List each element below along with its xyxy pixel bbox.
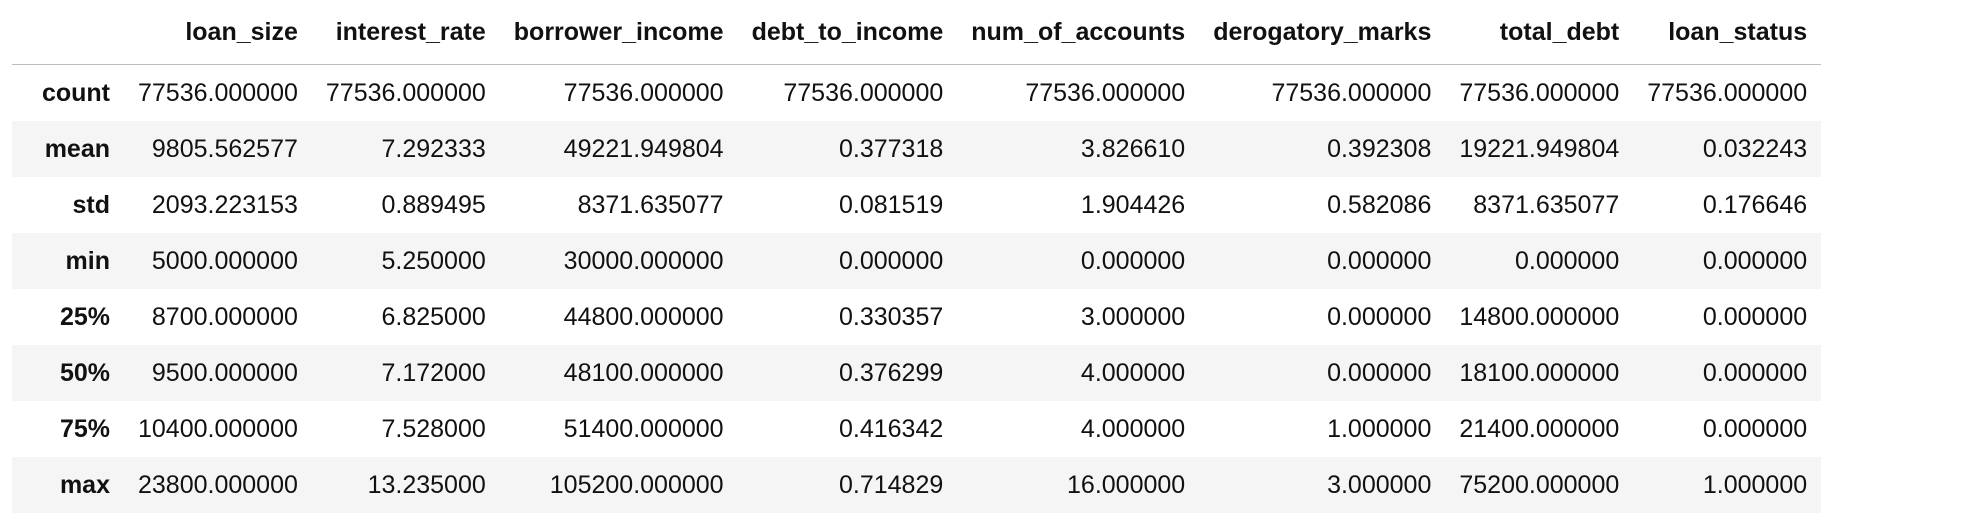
table-cell: 0.000000 [1327, 247, 1432, 275]
table-cell: 7.172000 [381, 359, 486, 387]
table-row: max 23800.000000 13.235000 105200.000000… [12, 457, 1822, 513]
table-cell: 51400.000000 [563, 415, 724, 443]
row-label: 75% [59, 415, 110, 443]
table-cell: 14800.000000 [1459, 303, 1620, 331]
table-cell: 77536.000000 [325, 79, 486, 107]
table-cell: 4.000000 [1080, 359, 1186, 387]
table-row: mean 9805.562577 7.292333 49221.949804 0… [12, 121, 1822, 177]
table-row: std 2093.223153 0.889495 8371.635077 0.0… [12, 177, 1822, 233]
column-header-num-of-accounts: num_of_accounts [957, 0, 1200, 65]
table-cell: 13.235000 [367, 471, 486, 499]
table-cell: 0.392308 [1327, 135, 1432, 163]
table-cell: 3.000000 [1080, 303, 1186, 331]
table-cell: 6.825000 [381, 303, 486, 331]
header-row: loan_size interest_rate borrower_income … [12, 0, 1822, 65]
table-cell: 9805.562577 [151, 135, 298, 163]
table-cell: 0.000000 [1702, 303, 1808, 331]
row-label: mean [44, 135, 110, 163]
table-cell: 7.528000 [381, 415, 486, 443]
table-cell: 0.376299 [838, 359, 944, 387]
table-cell: 0.377318 [838, 135, 944, 163]
table-cell: 1.000000 [1702, 471, 1808, 499]
table-cell: 77536.000000 [563, 79, 724, 107]
table-cell: 0.000000 [1702, 247, 1808, 275]
table-cell: 0.000000 [1702, 415, 1808, 443]
column-header-borrower-income: borrower_income [499, 0, 738, 65]
table-cell: 77536.000000 [783, 79, 944, 107]
table-cell: 0.714829 [838, 471, 944, 499]
table-cell: 0.000000 [1080, 247, 1186, 275]
table-cell: 0.889495 [381, 191, 486, 219]
table-cell: 16.000000 [1067, 471, 1186, 499]
table-cell: 0.081519 [838, 191, 944, 219]
table-cell: 0.000000 [1702, 359, 1808, 387]
table-cell: 0.000000 [1327, 303, 1432, 331]
table-row: 25% 8700.000000 6.825000 44800.000000 0.… [12, 289, 1822, 345]
row-label: min [65, 247, 110, 275]
table-cell: 48100.000000 [563, 359, 724, 387]
table-cell: 3.826610 [1080, 135, 1186, 163]
describe-table: loan_size interest_rate borrower_income … [12, 0, 1822, 513]
column-header-loan-status: loan_status [1633, 0, 1822, 65]
table-cell: 30000.000000 [563, 247, 724, 275]
table-cell: 23800.000000 [138, 471, 298, 499]
table-row: count 77536.000000 77536.000000 77536.00… [12, 64, 1822, 121]
table-cell: 8700.000000 [151, 303, 298, 331]
table-cell: 0.000000 [1514, 247, 1620, 275]
table-cell: 10400.000000 [138, 415, 298, 443]
row-label: std [72, 191, 111, 219]
table-row: 75% 10400.000000 7.528000 51400.000000 0… [12, 401, 1822, 457]
table-cell: 8371.635077 [577, 191, 724, 219]
table-row: min 5000.000000 5.250000 30000.000000 0.… [12, 233, 1822, 289]
row-label: 50% [59, 359, 110, 387]
column-header-total-debt: total_debt [1445, 0, 1634, 65]
table-cell: 105200.000000 [549, 471, 724, 499]
table-cell: 0.582086 [1327, 191, 1432, 219]
table-cell: 44800.000000 [563, 303, 724, 331]
table-row: 50% 9500.000000 7.172000 48100.000000 0.… [12, 345, 1822, 401]
table-cell: 75200.000000 [1459, 471, 1620, 499]
table-cell: 77536.000000 [1271, 79, 1432, 107]
table-cell: 1.000000 [1327, 415, 1432, 443]
table-cell: 3.000000 [1327, 471, 1432, 499]
row-label: count [41, 79, 110, 107]
table-cell: 19221.949804 [1459, 135, 1620, 163]
column-header-derogatory-marks: derogatory_marks [1199, 0, 1446, 65]
table-cell: 0.176646 [1702, 191, 1808, 219]
table-cell: 77536.000000 [1459, 79, 1620, 107]
table-cell: 0.000000 [1327, 359, 1432, 387]
table-cell: 49221.949804 [563, 135, 724, 163]
index-header [12, 0, 124, 65]
table-cell: 21400.000000 [1459, 415, 1620, 443]
table-cell: 18100.000000 [1459, 359, 1620, 387]
table-cell: 0.032243 [1702, 135, 1808, 163]
column-header-debt-to-income: debt_to_income [737, 0, 958, 65]
row-label: 25% [59, 303, 110, 331]
table-cell: 8371.635077 [1473, 191, 1620, 219]
table-cell: 77536.000000 [138, 79, 298, 107]
table-cell: 7.292333 [381, 135, 486, 163]
table-cell: 0.000000 [838, 247, 944, 275]
table-cell: 0.416342 [838, 415, 944, 443]
table-cell: 1.904426 [1080, 191, 1186, 219]
table-cell: 5000.000000 [151, 247, 298, 275]
column-header-loan-size: loan_size [124, 0, 312, 65]
table-cell: 9500.000000 [151, 359, 298, 387]
column-header-interest-rate: interest_rate [311, 0, 500, 65]
table-cell: 5.250000 [381, 247, 486, 275]
table-cell: 77536.000000 [1647, 79, 1808, 107]
table-cell: 77536.000000 [1025, 79, 1186, 107]
table-cell: 0.330357 [838, 303, 944, 331]
row-label: max [59, 471, 110, 499]
table-cell: 4.000000 [1080, 415, 1186, 443]
table-cell: 2093.223153 [151, 191, 298, 219]
